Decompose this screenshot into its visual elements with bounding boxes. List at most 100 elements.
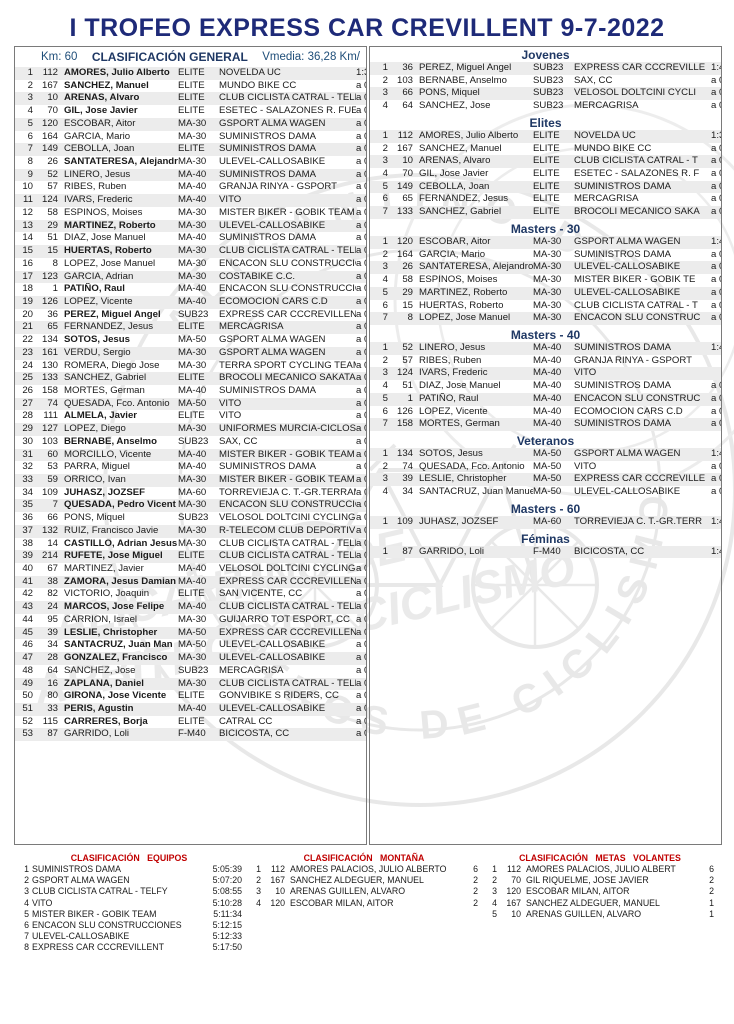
dorsal-cell: 65 [402,193,413,205]
team-cell: ENCACON SLU CONSTRUC [574,312,701,324]
time-cell: a 04:11 [356,283,366,295]
rider-row: 14 51 DIAZ, Jose Manuel MA-40 SUMINISTRO… [15,232,366,245]
rank-cell: 1 [382,235,388,247]
points-row: 1 112 AMORES PALACIOS, JULIO ALBERTO 6 [250,864,478,875]
category-cell: MA-40 [178,384,207,396]
team-cell: ULEVEL-CALLOSABIKE [574,261,681,273]
points-cell: 2 [473,875,478,886]
category-rows: 1 87 GARRIDO, Loli F-M40 BICICOSTA, CC 1… [370,545,721,559]
rank-cell: 14 [22,232,33,244]
rider-name-cell: QUESADA, Pedro Vicent [64,499,176,511]
team-cell: MUNDO BIKE CC [219,79,297,91]
team-row: 4 VITO 5:10:28 [16,898,242,909]
team-cell: EXPRESS CAR CCCREVILLENT [32,942,164,953]
rider-row: 46 34 SANTACRUZ, Juan Man MA-50 ULEVEL-C… [15,639,366,652]
dorsal-cell: 132 [41,524,58,536]
rank-cell: 1 [382,545,388,557]
dorsal-cell: 10 [511,908,521,919]
dorsal-cell: 133 [41,372,58,384]
rank-cell: 22 [22,334,33,346]
team-cell: SUMINISTROS DAMA [219,143,317,155]
rider-row: 35 7 QUESADA, Pedro Vicent MA-30 ENCACON… [15,499,366,513]
dorsal-cell: 124 [396,367,413,379]
category-cell: MA-30 [178,474,207,485]
time-cell: a 04:11 [356,295,366,307]
time-cell: a 07:50 [356,575,366,587]
points-row: 1 112 AMORES PALACIOS, JULIO ALBERT 6 [486,864,714,875]
rank-cell: 45 [22,626,33,638]
rank-cell: 1 [382,447,388,459]
rider-row: 7 133 SANCHEZ, Gabriel ELITE BROCOLI MEC… [370,206,721,219]
rank-cell: 1 [492,864,497,874]
time-cell: a 03:56 [711,100,721,112]
rank-cell: 4 [382,274,388,286]
rider-name-cell: ESCOBAR MILAN, AITOR [526,886,630,897]
team-cell: SUMINISTROS DAMA [219,168,317,180]
dorsal-cell: 158 [41,384,58,396]
time-cell: a 02:55 [711,312,721,324]
rider-name-cell: GARRIDO, Loli [419,545,485,557]
team-cell: EXPRESS CAR CCCREVILLENT [219,308,356,320]
time-cell: a 06:11 [356,499,366,511]
time-cell: 5:08:55 [212,886,242,897]
category-rows: 1 36 PEREZ, Miguel Angel SUB23 EXPRESS C… [370,62,721,113]
category-section: Jovenes 1 36 PEREZ, Miguel Angel SUB23 E… [370,48,721,113]
rank-cell: 6 [382,193,388,205]
points-cell: 6 [473,864,478,874]
rider-name-cell: PEREZ, Miguel Angel [64,308,161,320]
rider-name-cell: SANCHEZ, Manuel [419,142,502,154]
category-cell: MA-30 [533,299,562,311]
rider-name-cell: MORTES, German [64,384,145,396]
time-cell: a 04:18 [356,372,366,384]
rank-cell: 10 [22,181,33,193]
rider-name-cell: JUHASZ, JOZSEF [64,486,146,498]
rank-cell: 47 [22,652,33,664]
category-cell: ELITE [533,129,560,141]
dorsal-cell: 15 [402,299,413,311]
category-cell: MA-30 [178,677,207,689]
general-classification-panel: Km: 60 CLASIFICACIÓN GENERAL Vmedia: 36,… [14,46,367,845]
rider-name-cell: FERNANDEZ, Jesus [64,321,154,333]
team-cell: VITO [219,194,242,206]
time-cell: 1:39:14 [356,67,366,78]
rider-row: 1 109 JUHASZ, JOZSEF MA-60 TORREVIEJA C.… [370,515,721,529]
time-cell: a 05:04 [356,474,366,485]
rider-name-cell: SANTATERESA, Alejandr [64,156,178,168]
team-cell: ULEVEL-CALLOSABIKE [219,702,326,714]
rider-row: 2 74 QUESADA, Fco. Antonio MA-50 VITO a … [370,461,721,474]
dorsal-cell: 57 [402,354,413,366]
dorsal-cell: 126 [396,405,413,417]
team-cell: VELOSOL DOLTCINI CYCLING [219,512,356,524]
vmedia-label: Vmedia: 36,28 Km/ [262,51,360,63]
rider-row: 2 103 BERNABE, Anselmo SUB23 SAX, CC a 0… [370,75,721,88]
rider-row: 20 36 PEREZ, Miguel Angel SUB23 EXPRESS … [15,309,366,322]
team-cell: MUNDO BIKE CC [574,142,652,154]
rider-row: 12 58 ESPINOS, Moises MA-30 MISTER BIKER… [15,207,366,220]
time-cell: a 02:50 [356,168,366,180]
rank-cell: 1 [382,341,388,353]
category-cell: MA-30 [178,524,207,536]
rank-cell: 5 [382,180,388,192]
time-cell: a 00:12 [356,105,366,117]
dorsal-cell: 8 [52,257,58,269]
category-section: Elites 1 112 AMORES, Julio Alberto ELITE… [370,116,721,219]
rider-row: 1 134 SOTOS, Jesus MA-50 GSPORT ALMA WAG… [370,447,721,461]
rank-cell: 3 [382,261,388,273]
rider-row: 11 124 IVARS, Frederic MA-40 VITO a 02:5… [15,194,366,207]
rank-cell: 5 [382,392,388,404]
rank-cell: 6 [27,130,33,142]
rider-name-cell: MORCILLO, Vicente [64,448,152,460]
team-cell: ENCACON SLU CONSTRUCCIO [219,283,356,295]
rider-row: 7 8 LOPEZ, Jose Manuel MA-30 ENCACON SLU… [370,312,721,325]
rider-row: 30 103 BERNABE, Anselmo SUB23 SAX, CC a … [15,436,366,449]
metas-volantes-title: CLASIFICACIÓN METAS VOLANTES [519,853,681,863]
category-cell: ELITE [178,321,205,333]
dorsal-cell: 103 [41,435,58,447]
points-cell: 2 [473,886,478,897]
points-cell: 1 [709,897,714,908]
team-cell: GSPORT ALMA WAGEN [219,334,326,346]
rank-cell: 37 [22,524,33,536]
dorsal-cell: 74 [402,460,413,472]
dorsal-cell: 164 [41,130,58,142]
rank-cell: 42 [22,588,33,600]
